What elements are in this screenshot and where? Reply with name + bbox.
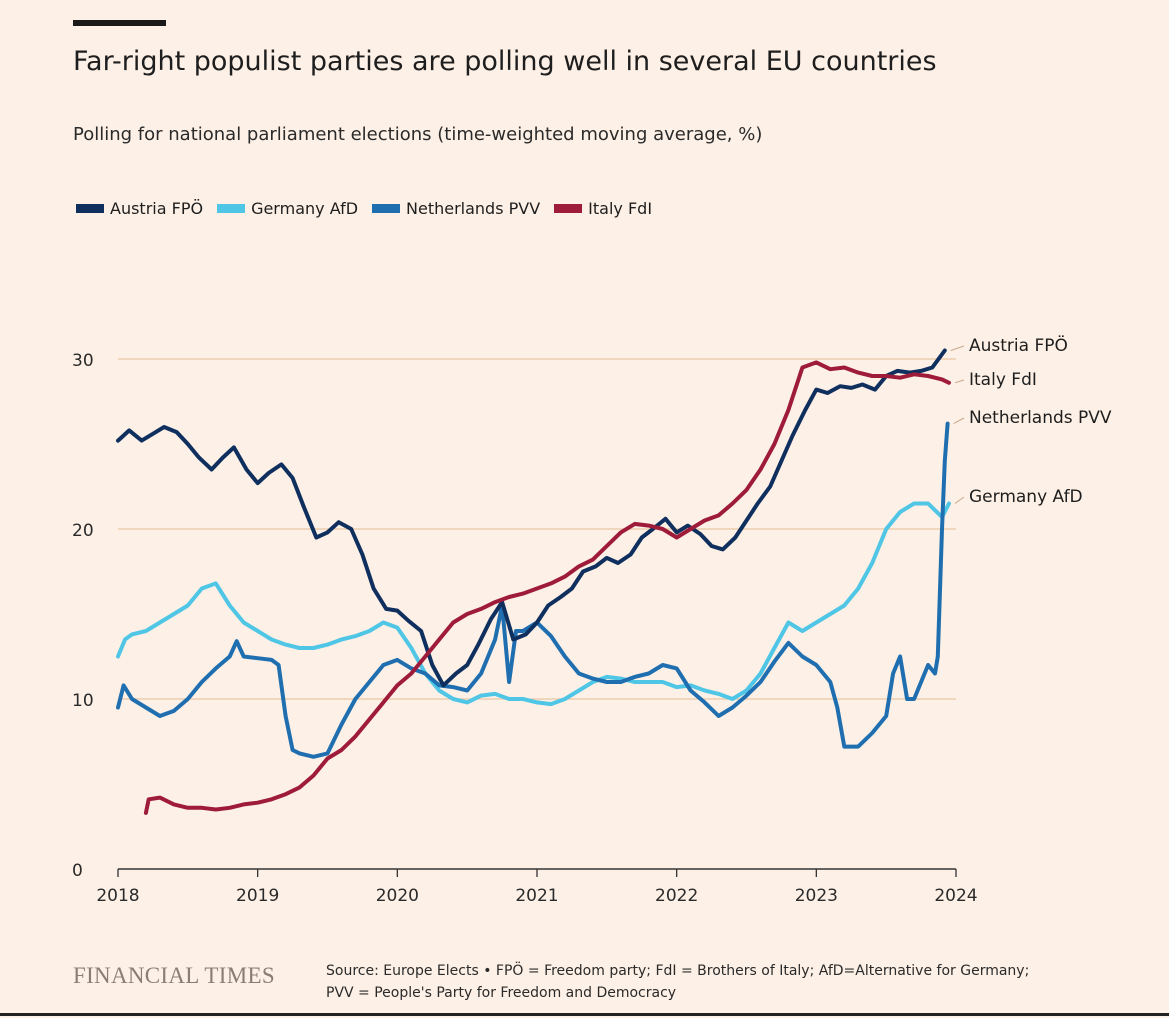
legend-item-austria: Austria FPÖ [76,199,203,218]
series-line-1 [143,360,951,815]
y-tick-label: 10 [72,691,94,711]
leader-line-2 [953,417,965,425]
ft-logo: FINANCIAL TIMES [73,963,275,988]
y-tick-label: 30 [72,351,94,371]
series-end-label-0: Austria FPÖ [969,334,1068,356]
series-end-labels: Austria FPÖ Italy FdI Netherlands PVV Germa… [950,334,1112,507]
leader-line-1 [954,379,965,384]
source-note: Source: Europe Elects • FPÖ = Freedom pa… [326,960,1029,1004]
gridlines [118,358,956,700]
series-line-2 [116,421,950,759]
series-end-label-1: Italy FdI [969,370,1037,390]
legend-swatch-germany [217,204,246,213]
y-tick-label: 0 [72,861,83,881]
leader-line-3 [954,496,965,504]
chart-title: Far-right populist parties are polling w… [73,46,937,77]
series-line-3 [116,501,951,707]
legend-item-netherlands: Netherlands PVV [372,199,540,218]
legend-label-austria: Austria FPÖ [110,199,204,218]
x-tick-label: 2023 [795,886,838,906]
title-rule [73,20,166,26]
bottom-rule [0,1013,1169,1016]
legend-label-netherlands: Netherlands PVV [406,199,541,218]
x-tick-label: 2021 [515,886,558,906]
chart-subtitle: Polling for national parliament election… [73,124,763,145]
x-tick-label: 2020 [376,886,419,906]
legend-label-italy: Italy FdI [588,199,653,218]
x-tick-label: 2019 [236,886,279,906]
legend-swatch-netherlands [372,204,401,213]
legend-label-germany: Germany AfD [251,199,359,218]
series-end-label-2: Netherlands PVV [969,408,1112,428]
series-lines [116,348,951,815]
x-tick-label: 2024 [934,886,977,906]
series-line-0 [116,348,947,688]
x-tick-label: 2018 [96,886,139,906]
source-line-1: Source: Europe Elects • FPÖ = Freedom pa… [326,963,1030,979]
legend-item-italy: Italy FdI [554,199,652,218]
leader-line-0 [950,345,965,351]
legend-swatch-italy [554,204,583,213]
legend-item-germany: Germany AfD [217,199,358,218]
legend-swatch-austria [76,204,104,213]
axes: 0 10 20 30 2018 2019 2020 2021 2022 2023 2024 [72,351,978,906]
series-end-label-3: Germany AfD [969,487,1083,507]
y-tick-label: 20 [72,521,94,541]
source-line-2: PVV = People's Party for Freedom and Dem… [326,985,677,1001]
x-tick-label: 2022 [655,886,698,906]
legend: Austria FPÖ Germany AfD Netherlands PVV … [76,199,652,218]
